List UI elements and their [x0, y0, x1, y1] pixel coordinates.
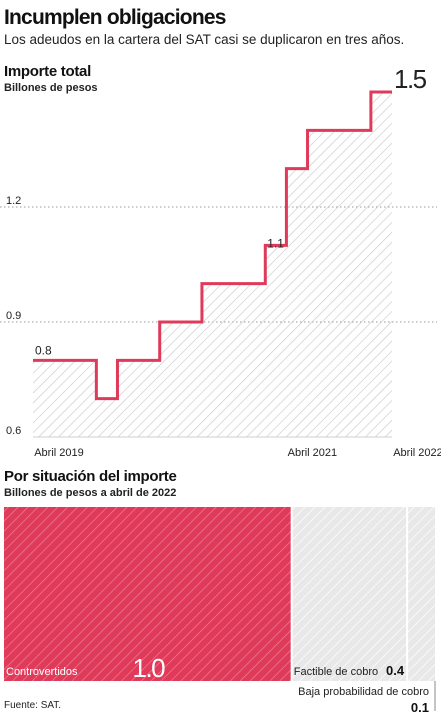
x-tick-label: Abril 2019	[34, 447, 84, 459]
category-label: Factible de cobro	[294, 666, 378, 678]
line-chart-title: Importe total	[4, 63, 91, 80]
bar-segment	[408, 507, 435, 681]
x-tick-label: Abril 2021	[288, 447, 338, 459]
value-label: 0.1	[411, 700, 429, 715]
bar-segment	[4, 507, 291, 681]
data-label: 1.1	[267, 236, 284, 250]
value-label: 1.0	[133, 653, 166, 683]
line-area-fill	[33, 92, 392, 437]
series-line	[33, 90, 392, 401]
category-label: Controvertidos	[6, 666, 78, 678]
y-tick-label: 0.6	[6, 425, 21, 437]
bar-chart-title: Por situación del importe	[4, 468, 177, 485]
data-label: 0.8	[35, 343, 52, 357]
category-label: Baja probabilidad de cobro	[298, 686, 429, 698]
subheadline: Los adeudos en la cartera del SAT casi s…	[4, 32, 405, 47]
line-chart-units: Billones de pesos	[4, 82, 98, 94]
x-tick-label: Abril 2022	[393, 447, 441, 459]
y-tick-label: 0.9	[6, 310, 21, 322]
source-note: Fuente: SAT.	[4, 700, 62, 711]
data-label: 1.5	[394, 64, 427, 94]
headline: Incumplen obligaciones	[4, 6, 226, 29]
bar-segment	[292, 507, 407, 681]
bar-chart-units: Billones de pesos a abril de 2022	[4, 487, 177, 499]
value-label: 0.4	[386, 663, 405, 678]
y-tick-label: 1.2	[6, 195, 21, 207]
